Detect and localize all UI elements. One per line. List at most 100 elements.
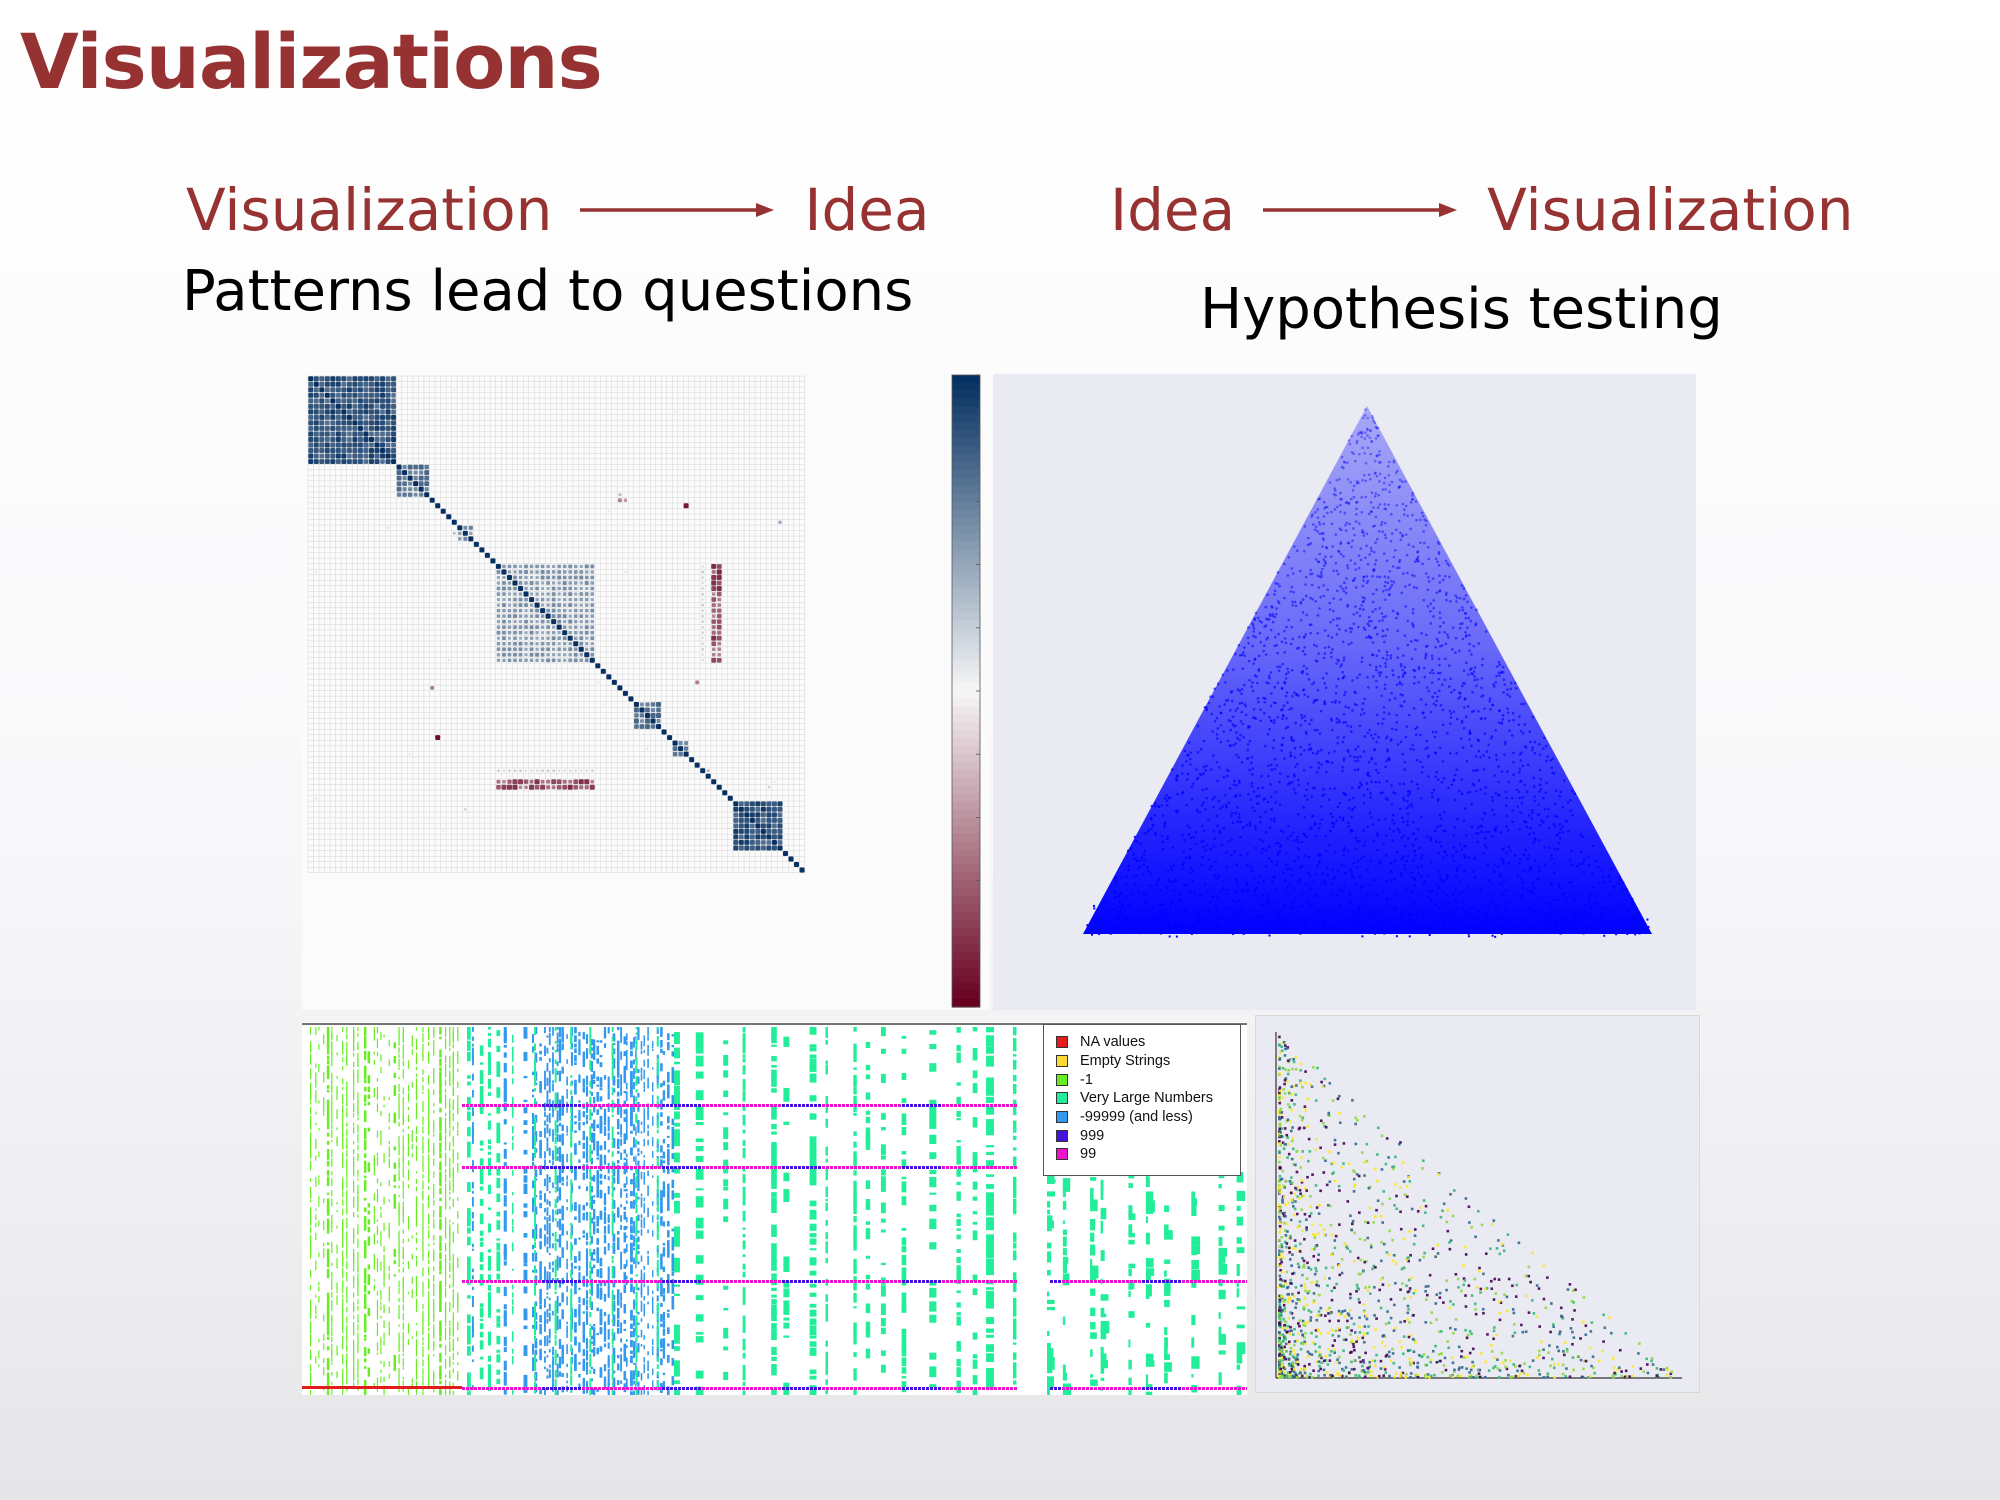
correlation-cell: [562, 614, 567, 619]
correlation-cell: [496, 614, 501, 618]
colorbar-segment: [952, 809, 980, 818]
correlation-cell: [771, 817, 777, 823]
density-point: [1309, 887, 1312, 890]
density-point: [1229, 728, 1233, 732]
correlation-cell: [308, 436, 314, 442]
correlation-cell: [524, 647, 528, 651]
density-point: [1406, 514, 1409, 518]
density-point: [1392, 461, 1396, 464]
density-point: [1407, 912, 1411, 916]
density-point: [1186, 824, 1189, 827]
correlation-cell: [529, 575, 534, 580]
correlation-cell: [701, 642, 704, 645]
density-point: [1362, 712, 1366, 715]
value-mark: [326, 1109, 330, 1121]
colorbar-segment: [952, 841, 980, 850]
density-point: [1344, 705, 1348, 709]
density-point: [1379, 911, 1382, 915]
density-point: [1429, 838, 1433, 842]
value-mark: [383, 1361, 385, 1367]
correlation-cell: [551, 779, 557, 785]
density-point: [1471, 690, 1474, 694]
density-point: [1384, 488, 1387, 491]
correlation-cell: [551, 641, 556, 646]
density-point: [1119, 921, 1122, 924]
density-point: [1196, 810, 1200, 814]
density-point: [1159, 888, 1162, 892]
density-point: [1464, 910, 1467, 913]
value-mark: [363, 1086, 367, 1092]
density-point: [1470, 802, 1474, 806]
value-mark: [428, 1099, 430, 1110]
value-mark: [383, 1196, 385, 1205]
density-point: [1553, 814, 1557, 817]
density-point: [1460, 792, 1464, 796]
density-point: [1190, 867, 1193, 871]
density-point: [1283, 562, 1286, 566]
density-point: [1262, 880, 1265, 883]
density-point: [1349, 480, 1352, 484]
density-point: [1339, 491, 1342, 495]
density-point: [1370, 439, 1373, 443]
density-point: [1146, 831, 1149, 834]
value-mark: [373, 1193, 375, 1201]
correlation-cell: [711, 630, 716, 635]
correlation-cell: [545, 613, 551, 619]
density-point: [1476, 678, 1479, 681]
correlation-cell: [330, 414, 336, 420]
density-point: [1478, 889, 1482, 892]
density-point: [1467, 616, 1471, 620]
density-point: [1351, 679, 1354, 682]
density-point: [1381, 791, 1385, 794]
correlation-cell: [374, 381, 380, 387]
density-point: [1091, 930, 1095, 933]
value-mark: [357, 1074, 359, 1083]
density-point: [1333, 701, 1337, 704]
correlation-cell: [557, 592, 561, 596]
density-point: [1601, 876, 1605, 879]
density-point: [1436, 778, 1440, 781]
density-point: [1384, 634, 1387, 638]
value-mark: [422, 1033, 424, 1043]
density-point: [1369, 796, 1373, 799]
value-mark: [376, 1240, 379, 1244]
density-point: [1427, 557, 1431, 561]
density-point: [1438, 574, 1441, 578]
value-mark: [331, 1221, 333, 1230]
density-point: [1215, 733, 1219, 736]
density-point: [1298, 878, 1302, 881]
density-point: [1309, 542, 1313, 545]
density-point: [1561, 926, 1564, 929]
value-mark: [415, 1066, 418, 1071]
density-point: [1520, 877, 1523, 881]
correlation-cell: [385, 436, 391, 442]
value-mark: [336, 1371, 338, 1379]
value-mark: [411, 1130, 413, 1137]
density-point: [1480, 717, 1483, 721]
value-mark: [363, 1027, 367, 1036]
density-point: [1270, 768, 1274, 771]
density-point: [1561, 806, 1564, 809]
density-point: [1285, 625, 1288, 629]
density-point: [1454, 875, 1458, 878]
value-mark: [353, 1362, 355, 1371]
density-point: [1283, 637, 1287, 640]
correlation-cell: [611, 679, 617, 685]
value-mark: [342, 1208, 344, 1216]
correlation-cell: [689, 757, 695, 763]
correlation-cell: [701, 587, 704, 590]
density-point: [1385, 779, 1389, 783]
correlation-cell: [308, 426, 314, 431]
correlation-cell: [562, 586, 567, 591]
density-point: [1214, 877, 1218, 881]
density-point: [1411, 820, 1415, 824]
density-point: [1093, 930, 1097, 934]
correlation-cell: [701, 626, 704, 629]
value-mark: [415, 1208, 418, 1218]
density-point: [1123, 931, 1126, 934]
correlation-cell: [363, 398, 369, 404]
correlation-cell: [535, 642, 539, 646]
density-point: [1236, 736, 1239, 740]
value-mark: [393, 1072, 397, 1078]
density-point: [1303, 748, 1306, 752]
